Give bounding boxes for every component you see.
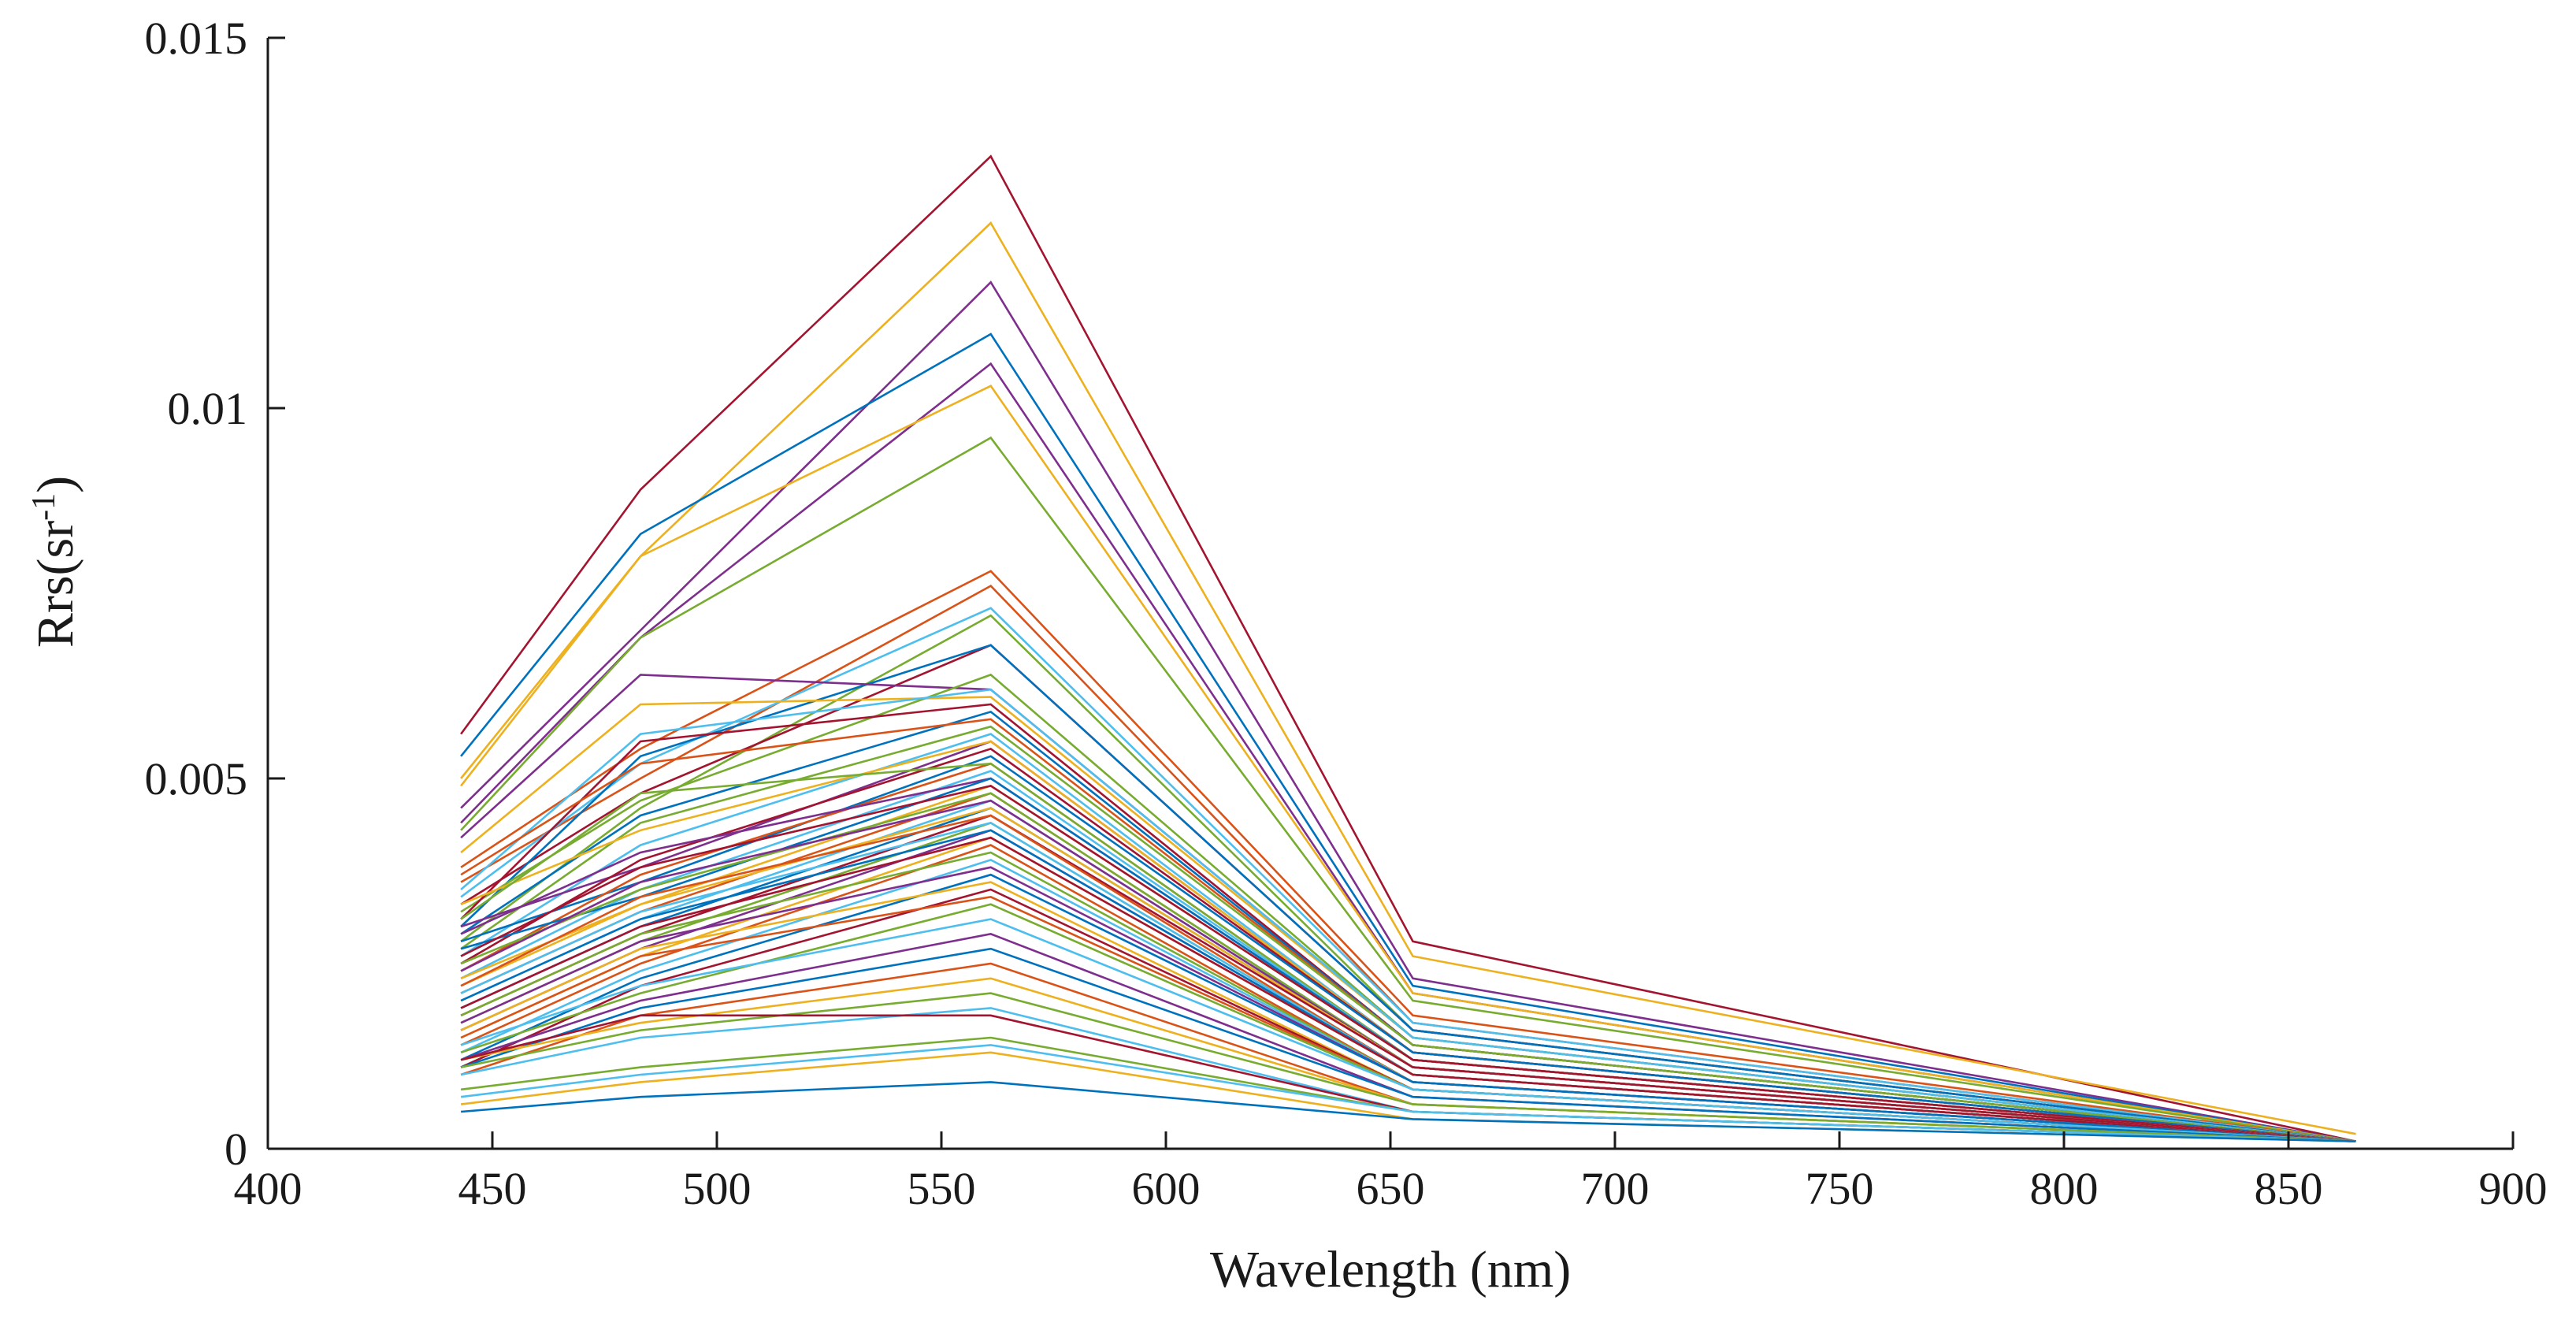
series-line-s52 <box>461 875 2355 1141</box>
x-tick-label: 650 <box>1357 1163 1425 1214</box>
y-tick-label: 0 <box>225 1124 247 1175</box>
series-line-s19 <box>461 711 2355 1141</box>
y-axis-label-superscript: -1 <box>26 493 62 521</box>
x-tick-label: 600 <box>1132 1163 1201 1214</box>
series-line-s7 <box>461 438 2355 1142</box>
x-tick-label: 450 <box>458 1163 527 1214</box>
x-axis-label: Wavelength (nm) <box>1210 1241 1571 1298</box>
y-axis-label-close: ) <box>27 476 84 493</box>
series-line-s28 <box>461 763 2355 1141</box>
x-tick-label: 550 <box>908 1163 976 1214</box>
series-line-s25 <box>461 749 2355 1141</box>
x-tick-label: 500 <box>683 1163 752 1214</box>
y-tick-label: 0.01 <box>168 383 248 434</box>
y-axis-label: Rrs(sr-1) <box>26 476 84 648</box>
y-ticks: 0 0.005 0.01 0.015 <box>145 13 286 1175</box>
x-ticks: 400 450 500 550 600 650 700 750 800 850 900 <box>234 1131 2548 1214</box>
x-tick-label: 700 <box>1581 1163 1650 1214</box>
x-tick-label: 850 <box>2255 1163 2323 1214</box>
y-tick-label: 0.015 <box>145 13 248 64</box>
y-tick-label: 0.005 <box>145 753 248 804</box>
series-line-s20 <box>461 719 2355 1142</box>
x-tick-label: 800 <box>2030 1163 2099 1214</box>
x-tick-label: 900 <box>2479 1163 2548 1214</box>
series-line-s3 <box>461 282 2355 1141</box>
series-line-s27 <box>461 763 2355 1141</box>
y-axis-label-main: Rrs(sr <box>27 521 84 648</box>
series-line-s4 <box>461 334 2355 1142</box>
chart: 400 450 500 550 600 650 700 750 800 850 900 00.005… <box>0 0 2576 1341</box>
series-line-s51 <box>461 867 2355 1142</box>
x-tick-label: 750 <box>1806 1163 1874 1214</box>
series-line-s18 <box>461 704 2355 1142</box>
series-layer <box>461 156 2355 1141</box>
series-line-s11 <box>461 615 2355 1141</box>
